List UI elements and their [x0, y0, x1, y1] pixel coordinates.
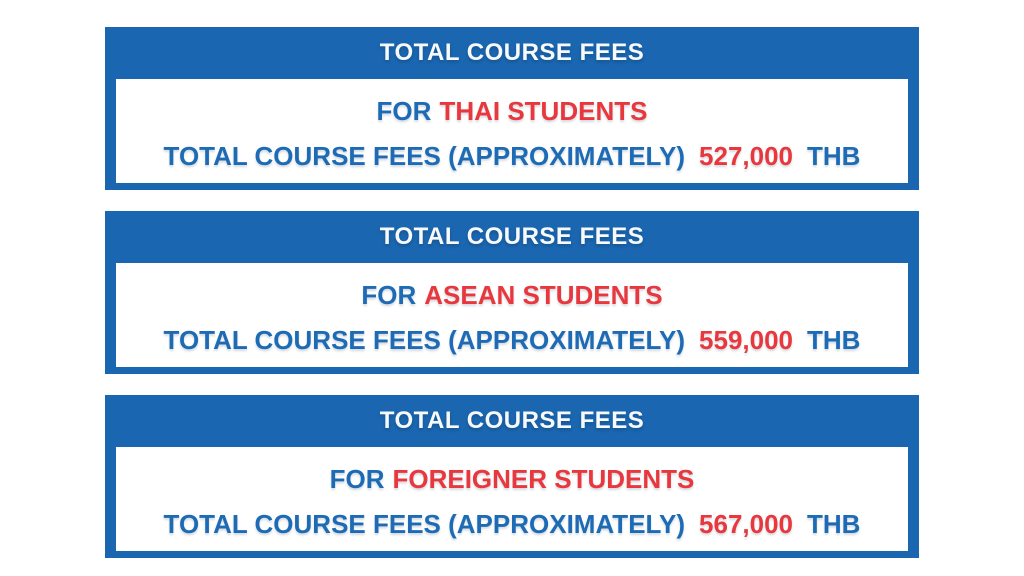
panel-body: FOR ASEAN STUDENTS TOTAL COURSE FEES (AP… — [116, 263, 908, 367]
panel-title: TOTAL COURSE FEES — [379, 39, 645, 66]
fee-amount: 567,000 — [699, 508, 794, 539]
audience-line: FOR FOREIGNER STUDENTS — [330, 461, 695, 497]
audience-prefix: FOR — [329, 463, 385, 494]
fees-label: TOTAL COURSE FEES (APPROXIMATELY) — [163, 324, 686, 355]
fees-label: TOTAL COURSE FEES (APPROXIMATELY) — [163, 140, 686, 171]
panel-title: TOTAL COURSE FEES — [379, 223, 645, 250]
currency-label: THB — [807, 140, 861, 171]
audience-name: ASEAN STUDENTS — [424, 279, 663, 310]
currency-label: THB — [807, 508, 861, 539]
panel-body: FOR THAI STUDENTS TOTAL COURSE FEES (APP… — [116, 79, 908, 183]
audience-prefix: FOR — [376, 95, 432, 126]
fees-line: TOTAL COURSE FEES (APPROXIMATELY) 567,00… — [164, 506, 861, 542]
panel-body: FOR FOREIGNER STUDENTS TOTAL COURSE FEES… — [116, 447, 908, 551]
fee-panels-container: TOTAL COURSE FEES FOR THAI STUDENTS TOTA… — [105, 27, 919, 558]
fee-panel-thai: TOTAL COURSE FEES FOR THAI STUDENTS TOTA… — [105, 27, 919, 190]
fee-amount: 559,000 — [699, 324, 794, 355]
fee-panel-foreigner: TOTAL COURSE FEES FOR FOREIGNER STUDENTS… — [105, 395, 919, 558]
fees-line: TOTAL COURSE FEES (APPROXIMATELY) 527,00… — [164, 138, 861, 174]
panel-title: TOTAL COURSE FEES — [379, 407, 645, 434]
audience-name: THAI STUDENTS — [439, 95, 648, 126]
fee-amount: 527,000 — [699, 140, 794, 171]
audience-prefix: FOR — [361, 279, 417, 310]
audience-line: FOR ASEAN STUDENTS — [361, 277, 662, 313]
currency-label: THB — [807, 324, 861, 355]
fees-line: TOTAL COURSE FEES (APPROXIMATELY) 559,00… — [164, 322, 861, 358]
fee-panel-asean: TOTAL COURSE FEES FOR ASEAN STUDENTS TOT… — [105, 211, 919, 374]
fees-label: TOTAL COURSE FEES (APPROXIMATELY) — [163, 508, 686, 539]
audience-line: FOR THAI STUDENTS — [377, 93, 648, 129]
audience-name: FOREIGNER STUDENTS — [392, 463, 695, 494]
